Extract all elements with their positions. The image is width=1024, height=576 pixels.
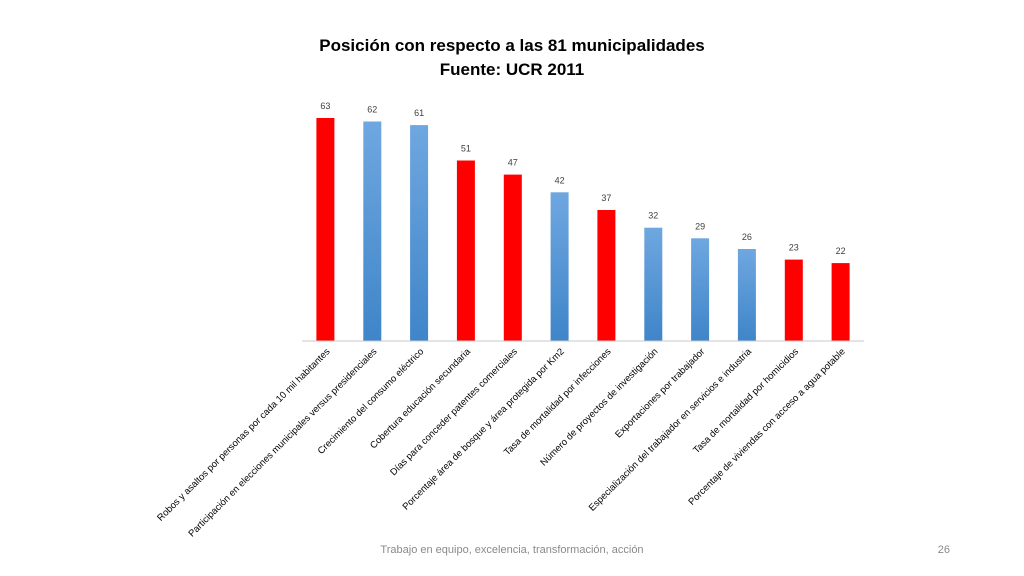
value-label: 63 [320, 101, 330, 111]
value-label: 42 [555, 175, 565, 185]
category-label: Robos y asaltos por personas por cada 10… [155, 346, 332, 523]
bar [503, 174, 522, 341]
bar [784, 259, 803, 341]
value-label: 32 [648, 211, 658, 221]
category-label: Especialización del trabajador en servic… [587, 346, 755, 514]
value-label: 23 [789, 243, 799, 253]
value-label: 26 [742, 232, 752, 242]
value-label: 51 [461, 144, 471, 154]
category-label: Porcentaje área de bosque y área protegi… [401, 346, 567, 512]
bar [831, 263, 850, 341]
bar [550, 192, 569, 341]
chart-subtitle: Fuente: UCR 2011 [439, 60, 585, 79]
value-label: 37 [601, 193, 611, 203]
bar [597, 210, 616, 341]
bar [410, 125, 429, 341]
bar [363, 121, 382, 341]
value-label: 62 [367, 105, 377, 115]
bar [691, 238, 710, 341]
bar [644, 227, 663, 341]
value-label: 22 [836, 246, 846, 256]
value-label: 29 [695, 221, 705, 231]
chart-title: Posición con respecto a las 81 municipal… [319, 36, 705, 55]
value-label: 47 [508, 158, 518, 168]
category-label: Participación en elecciones municipales … [186, 346, 379, 539]
category-label: Exportaciones por trabajador [613, 346, 707, 440]
value-label: 61 [414, 108, 424, 118]
footer-text: Trabajo en equipo, excelencia, transform… [380, 544, 644, 556]
category-label: Porcentaje de viviendas con acceso a agu… [686, 346, 847, 507]
page-number: 26 [937, 544, 950, 556]
bar [456, 160, 475, 341]
bar [316, 118, 335, 341]
category-label: Cobertura educación secundaria [368, 346, 473, 451]
bar [737, 249, 756, 341]
